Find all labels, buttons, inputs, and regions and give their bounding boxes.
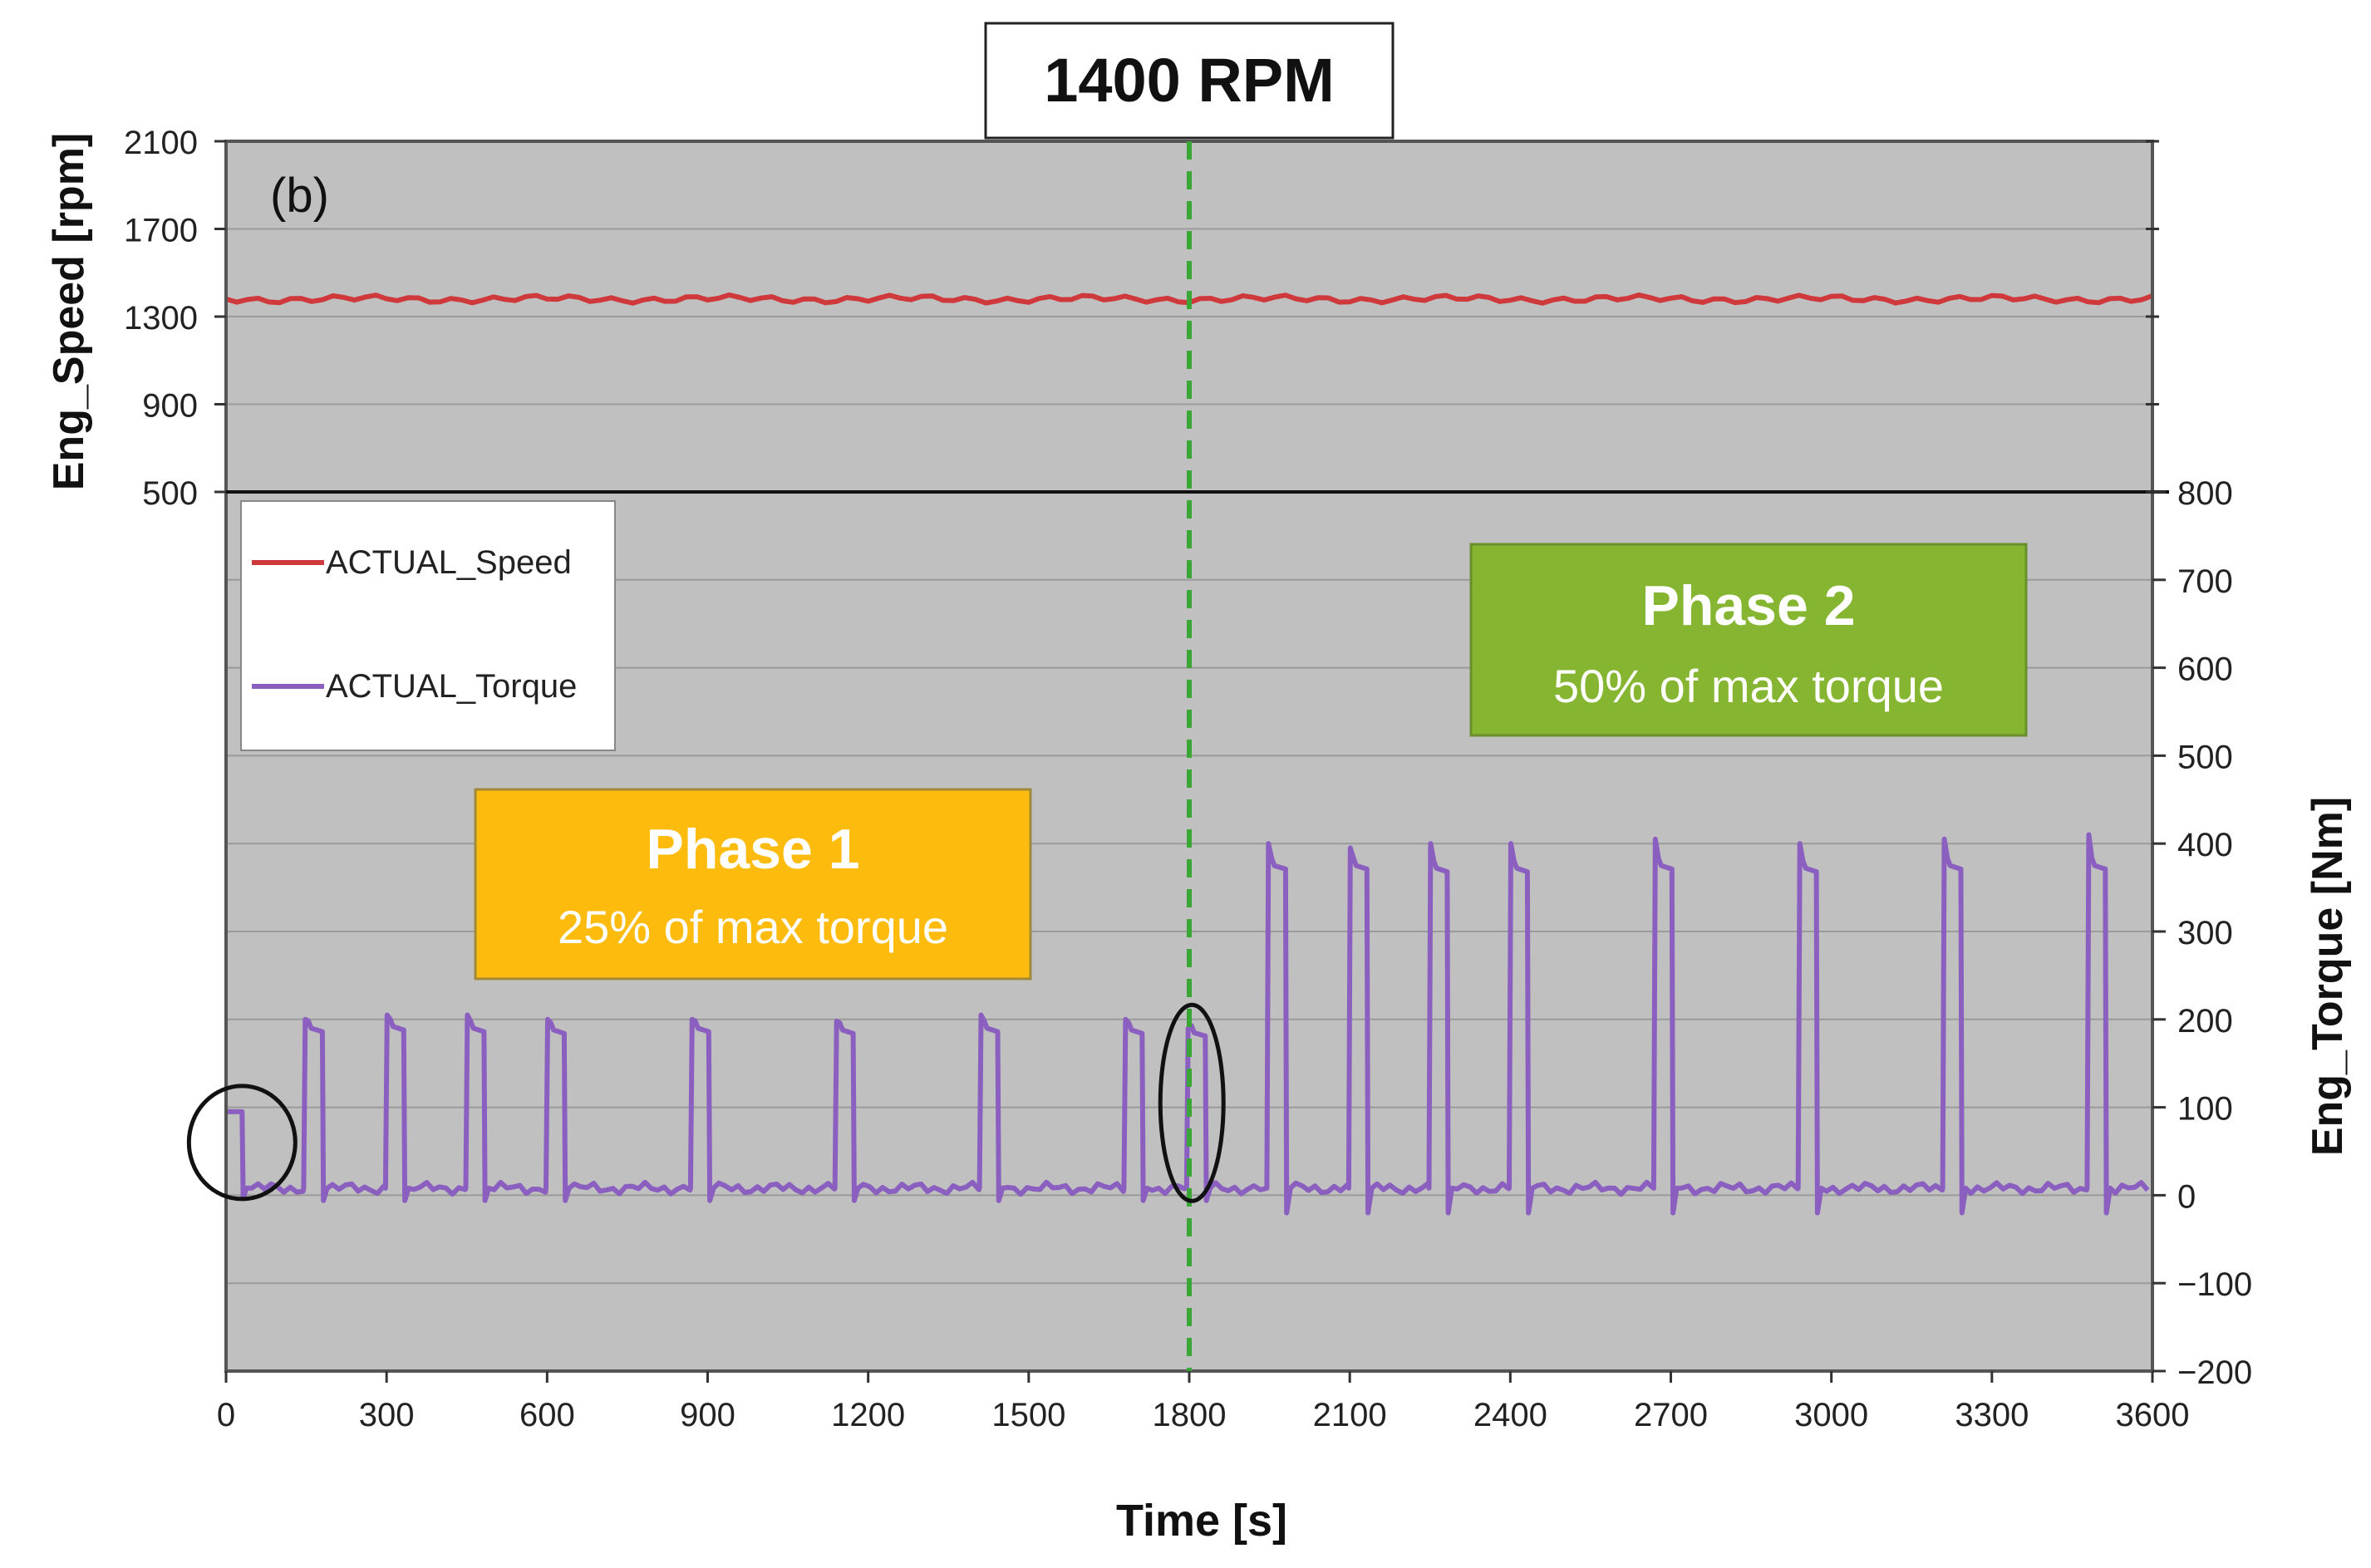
x-tick-label: 2400 [1473, 1397, 1547, 1433]
x-tick-label: 3600 [2116, 1397, 2190, 1433]
highlight-circle [186, 1084, 298, 1202]
torque-tick-label: 200 [2177, 1003, 2233, 1040]
panel-label: (b) [270, 169, 329, 223]
phase1-title: Phase 1 [646, 818, 859, 881]
axes-layer: 2100 1700 1300 900 500 800 700 600 500 400 300 200 1… [124, 125, 2252, 1433]
torque-tick-label: −100 [2177, 1266, 2252, 1303]
speed-tick-label: 500 [142, 475, 198, 512]
torque-tick-label: 500 [2177, 739, 2233, 775]
phase2-box [1469, 543, 2028, 737]
torque-tick-label: 300 [2177, 915, 2233, 951]
x-tick-label: 300 [359, 1397, 415, 1433]
speed-tick-label: 900 [142, 388, 198, 425]
legend-box [240, 500, 616, 751]
torque-tick-label: 800 [2177, 475, 2233, 512]
legend-label-speed: ACTUAL_Speed [326, 544, 572, 581]
phase1-box [474, 788, 1032, 981]
phase2-subtitle: 50% of max torque [1553, 660, 1944, 712]
phase1-subtitle: 25% of max torque [558, 901, 948, 953]
speed-tick-label: 1300 [124, 300, 198, 337]
x-tick-label: 3000 [1794, 1397, 1868, 1433]
torque-tick-label: 600 [2177, 651, 2233, 688]
torque-tick-label: −200 [2177, 1354, 2252, 1391]
speed-tick-label: 1700 [124, 213, 198, 249]
x-tick-label: 3300 [1955, 1397, 2029, 1433]
phase2-title: Phase 2 [1641, 574, 1855, 637]
torque-tick-label: 700 [2177, 563, 2233, 600]
chart-title: 1400 RPM [1044, 46, 1335, 115]
legend-label-torque: ACTUAL_Torque [326, 668, 577, 705]
x-tick-label: 0 [217, 1397, 235, 1433]
torque-tick-label: 400 [2177, 827, 2233, 863]
x-tick-label: 1200 [831, 1397, 905, 1433]
x-tick-label: 900 [680, 1397, 735, 1433]
x-tick-label: 2100 [1313, 1397, 1387, 1433]
x-tick-label: 2700 [1634, 1397, 1708, 1433]
y-axis-title-right: Eng_Torque [Nm] [2304, 797, 2352, 1156]
torque-tick-label: 0 [2177, 1178, 2196, 1215]
highlight-circle [1158, 1002, 1226, 1203]
title-box [984, 22, 1395, 140]
x-tick-label: 600 [519, 1397, 575, 1433]
torque-tick-label: 100 [2177, 1091, 2233, 1128]
x-axis-title: Time [s] [1116, 1496, 1287, 1546]
y-axis-title-left: Eng_Speed [rpm] [45, 133, 93, 491]
x-tick-label: 1500 [991, 1397, 1065, 1433]
speed-tick-label: 2100 [124, 125, 198, 161]
x-tick-label: 1800 [1153, 1397, 1227, 1433]
annotation-layer [186, 141, 1226, 1371]
